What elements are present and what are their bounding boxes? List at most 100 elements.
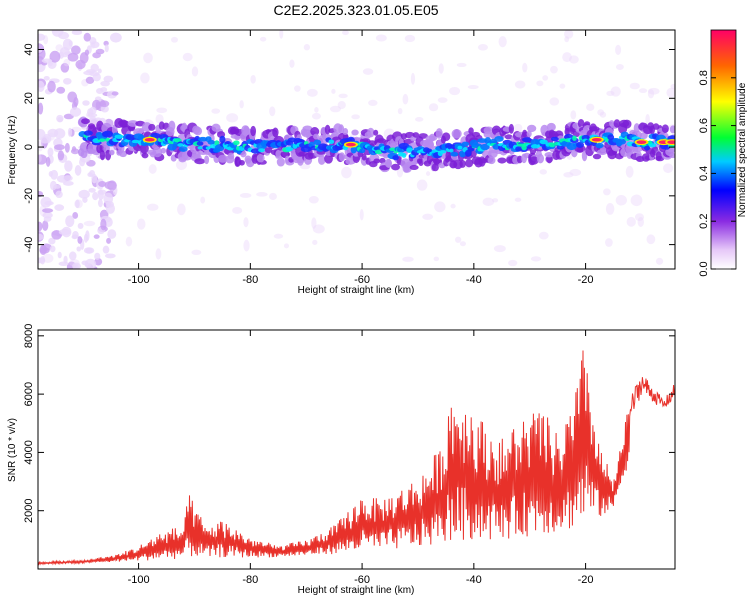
spectrogram-noise-cell	[97, 189, 107, 195]
spectrogram-peak-cell	[406, 147, 413, 153]
spectrogram-noise-cell	[351, 114, 360, 120]
spectrogram-peak-cell	[648, 143, 657, 148]
colorbar-ticks: 0.0 0.2 0.4 0.6 0.8	[698, 70, 736, 277]
spectrogram-band-cell	[139, 143, 149, 154]
spectrogram-noise-cell	[615, 64, 624, 70]
spectrogram-noise-cell	[647, 87, 660, 95]
spectrogram-core-cell	[313, 139, 322, 146]
spectrogram-noise-cell	[289, 59, 295, 68]
spectrogram-band-cell	[409, 164, 419, 171]
spectrogram-band-cell	[310, 127, 320, 136]
spectrogram-core-cell	[83, 130, 93, 136]
spectrogram-band-cell	[497, 157, 507, 164]
spectrogram-noise-cell	[410, 72, 416, 85]
spectrogram-noise-cell	[42, 220, 49, 231]
spectrogram-noise-cell	[243, 239, 250, 252]
spectrogram-noise-cell	[77, 236, 83, 244]
spectrogram-band-cell	[111, 124, 118, 136]
spectrogram-noise-cell	[47, 147, 54, 157]
spectrogram-noise-cell	[375, 34, 387, 42]
spectrogram-noise-cell	[283, 243, 290, 249]
spectrogram-noise-cell	[106, 237, 112, 244]
spectrogram-noise-cell	[243, 217, 249, 228]
spectrogram-noise-cell	[146, 203, 159, 211]
spectrogram-band-cell	[596, 149, 608, 156]
spectrogram-noise-cell	[597, 109, 605, 116]
spectrogram-noise-cell	[102, 245, 110, 254]
spectrogram-noise-cell	[226, 113, 239, 123]
spectrogram-peak-cell	[99, 138, 106, 142]
spectrogram-core-cell	[450, 151, 459, 157]
spectrogram-noise-cell	[67, 127, 73, 137]
spectrogram-hot-core	[636, 140, 647, 144]
spectrogram-noise-cell	[57, 150, 65, 161]
spectrogram-band-cell	[529, 156, 539, 165]
spectrogram-noise-cell	[492, 198, 499, 203]
spectrogram-band-cell	[256, 153, 265, 163]
spectrogram-noise-cell	[294, 85, 301, 92]
spectrogram-noise-cell	[666, 87, 675, 98]
spectrogram-noise-cell	[91, 173, 98, 184]
spectrogram-noise-cell	[482, 197, 495, 206]
spectrogram-noise-cell	[514, 197, 522, 202]
spectrogram-noise-cell	[82, 100, 90, 106]
spectrogram-band-cell	[661, 124, 669, 133]
spectrogram-band-cell	[317, 155, 326, 165]
spectrogram-noise-cell	[90, 41, 100, 49]
spectrogram-noise-cell	[72, 262, 81, 269]
spectrogram-noise-cell	[73, 96, 79, 107]
spectrogram-noise-cell	[477, 44, 488, 51]
spectrogram-noise-cell	[63, 77, 72, 85]
spectrogram-peak-cell	[233, 140, 240, 146]
spectrogram-core-cell	[522, 137, 532, 143]
spectrogram-peak-cell	[328, 139, 335, 145]
spectrogram-band-cell	[250, 125, 257, 137]
spectrogram-core-cell	[617, 138, 627, 145]
spectrogram-noise-cell	[603, 188, 611, 196]
spectrogram-core-cell	[198, 136, 208, 142]
spectrogram-noise-cell	[508, 259, 518, 267]
spectrogram-band-cell	[386, 159, 392, 168]
spec-ytick-label: 40	[23, 43, 35, 55]
spectrogram-noise-cell	[53, 144, 65, 151]
spectrogram-noise-cell	[41, 58, 53, 64]
spectrogram-band-cell	[80, 150, 88, 159]
spectrogram-noise-cell	[232, 207, 243, 214]
spectrogram-band-cell	[204, 155, 210, 165]
spectrogram-noise-cell	[49, 245, 56, 253]
spectrogram-noise-cell	[513, 123, 523, 132]
spectrogram-noise-cell	[303, 44, 311, 51]
spectrogram-peak-cell	[258, 148, 265, 153]
spectrogram-noise-cell	[586, 103, 595, 111]
spectrogram-band-cell	[391, 163, 400, 171]
spectrogram-noise-cell	[55, 190, 63, 199]
spectrogram-core-cell	[595, 142, 604, 149]
spectrogram-noise-cell	[67, 52, 79, 62]
spectrogram-noise-cell	[49, 180, 57, 191]
spectrogram-noise-cell	[77, 222, 84, 230]
spectrogram-band-cell	[546, 122, 556, 131]
spectrogram-band-cell	[119, 120, 130, 128]
spectrogram-noise-cell	[311, 112, 321, 120]
spectrogram-noise-cell	[69, 251, 77, 261]
spectrogram-band-cell	[342, 128, 349, 135]
spectrogram-noise-cell	[47, 80, 56, 93]
snr-y-ticks: 2000 4000 6000 8000	[23, 324, 675, 523]
spectrogram-noise-cell	[38, 233, 44, 241]
spectrogram-noise-cell	[414, 117, 424, 122]
spectrogram-noise-cell	[239, 100, 244, 109]
spectrogram-noise-cell	[428, 103, 439, 112]
snr-xtick-label: -20	[578, 574, 594, 586]
spectrogram-noise-cell	[38, 102, 44, 115]
spectrogram-peak-cell	[457, 145, 463, 150]
spectrogram-band-cell	[622, 119, 632, 129]
spectrogram-noise-cell	[562, 52, 572, 63]
spectrogram-noise-cell	[97, 199, 103, 208]
spectrogram-noise-cell	[42, 208, 54, 213]
spectrogram-noise-cell	[329, 105, 342, 113]
spectrogram-noise-cell	[79, 157, 86, 167]
spectrogram-noise-cell	[568, 55, 579, 64]
spectrogram-noise-cell	[437, 97, 448, 103]
spectrogram-core-cell	[196, 141, 204, 146]
spectrogram-noise-cell	[250, 74, 256, 84]
